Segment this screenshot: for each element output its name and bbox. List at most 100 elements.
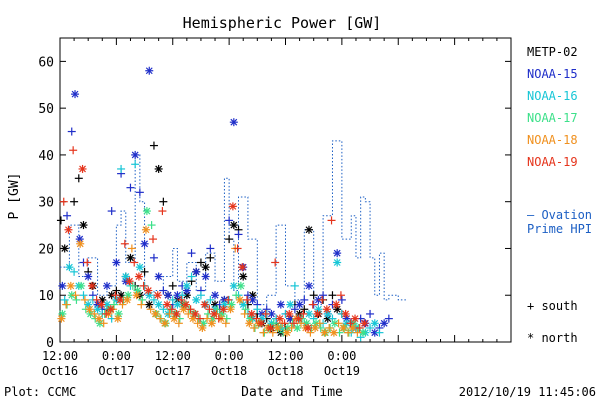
point-noaa-15-36 (225, 216, 234, 225)
point-noaa-19-45 (275, 314, 284, 323)
point-metp-02-57 (328, 291, 337, 300)
point-noaa-19-6 (92, 295, 101, 304)
point-noaa-19-22 (167, 305, 176, 314)
point-noaa-17-18 (142, 207, 151, 216)
point-noaa-19-49 (294, 314, 303, 323)
point-noaa-19-38 (242, 295, 251, 304)
point-noaa-16-67 (375, 328, 384, 337)
point-noaa-19-24 (177, 295, 186, 304)
point-noaa-18-46 (273, 323, 282, 332)
point-noaa-16-36 (229, 281, 238, 290)
point-noaa-16-41 (253, 305, 262, 314)
point-noaa-16-65 (366, 323, 375, 332)
point-noaa-18-17 (137, 300, 146, 309)
footer-right: 2012/10/19 11:45:06 (459, 385, 596, 399)
point-noaa-19-58 (336, 291, 345, 300)
point-noaa-19-13 (125, 277, 134, 286)
point-metp-02-0 (56, 216, 65, 225)
point-noaa-17-11 (110, 300, 119, 309)
point-noaa-19-29 (200, 300, 209, 309)
ovation-step-path (60, 140, 408, 306)
point-noaa-15-53 (304, 281, 313, 290)
point-noaa-18-41 (250, 323, 259, 332)
point-metp-02-14 (126, 253, 135, 262)
point-noaa-18-57 (325, 323, 334, 332)
point-noaa-19-14 (130, 258, 139, 267)
legend-item-noaa-19: NOAA-19 (527, 155, 578, 169)
point-noaa-18-19 (146, 305, 155, 314)
point-noaa-18-4 (76, 239, 85, 248)
point-noaa-19-42 (261, 309, 270, 318)
point-noaa-18-27 (184, 309, 193, 318)
point-noaa-18-12 (113, 314, 122, 323)
point-noaa-15-23 (164, 291, 173, 300)
x-tick-label-time-4: 12:00 (267, 349, 303, 363)
point-noaa-16-21 (159, 305, 168, 314)
point-noaa-19-9 (106, 305, 115, 314)
point-metp-02-31 (206, 253, 215, 262)
x-tick-label-time-0: 12:00 (42, 349, 78, 363)
point-noaa-18-56 (320, 328, 329, 337)
point-noaa-16-48 (286, 300, 295, 309)
point-noaa-15-69 (380, 319, 389, 328)
point-noaa-16-31 (206, 295, 215, 304)
point-noaa-15-45 (267, 309, 276, 318)
point-noaa-16-38 (239, 300, 248, 309)
point-noaa-16-12 (117, 164, 126, 173)
point-noaa-19-17 (144, 286, 153, 295)
point-noaa-15-66 (366, 309, 375, 318)
point-noaa-19-62 (355, 323, 364, 332)
point-noaa-18-22 (160, 319, 169, 328)
point-metp-02-3 (74, 174, 83, 183)
point-noaa-18-39 (240, 309, 249, 318)
point-noaa-18-61 (343, 328, 352, 337)
point-noaa-18-14 (123, 295, 132, 304)
point-noaa-18-31 (203, 314, 212, 323)
point-noaa-16-27 (187, 272, 196, 281)
data-points (56, 66, 393, 342)
x-tick-label-date-0: Oct16 (42, 364, 78, 378)
point-noaa-19-56 (327, 216, 336, 225)
point-noaa-18-54 (311, 323, 320, 332)
x-tick-label-date-2: Oct17 (155, 364, 191, 378)
point-noaa-17-4 (77, 281, 86, 290)
point-noaa-16-25 (178, 291, 187, 300)
point-noaa-15-16 (131, 150, 140, 159)
point-noaa-18-32 (207, 319, 216, 328)
point-noaa-18-35 (221, 319, 230, 328)
point-noaa-18-55 (315, 319, 324, 328)
point-noaa-18-25 (174, 319, 183, 328)
point-noaa-15-40 (243, 291, 252, 300)
point-noaa-19-26 (186, 305, 195, 314)
legend-item-noaa-18: NOAA-18 (527, 133, 578, 147)
point-noaa-15-56 (319, 291, 328, 300)
point-noaa-18-40 (245, 319, 254, 328)
x-tick-label-date-3: Oct18 (211, 364, 247, 378)
legend-item-noaa-16: NOAA-16 (527, 89, 578, 103)
point-noaa-18-20 (151, 309, 160, 318)
point-noaa-15-60 (337, 295, 346, 304)
point-noaa-19-27 (191, 309, 200, 318)
point-noaa-19-57 (332, 300, 341, 309)
point-noaa-15-31 (201, 272, 210, 281)
point-noaa-18-2 (66, 281, 75, 290)
point-metp-02-53 (309, 291, 318, 300)
point-noaa-19-0 (59, 197, 68, 206)
point-noaa-18-9 (99, 319, 108, 328)
point-noaa-18-3 (71, 291, 80, 300)
point-noaa-19-7 (97, 300, 106, 309)
point-metp-02-19 (149, 141, 158, 150)
point-noaa-18-16 (132, 291, 141, 300)
point-noaa-15-15 (126, 183, 135, 192)
x-axis: 12:00Oct160:00Oct1712:00Oct170:00Oct1812… (42, 38, 512, 378)
point-noaa-15-18 (140, 239, 149, 248)
point-noaa-16-49 (290, 281, 299, 290)
point-noaa-16-20 (154, 300, 163, 309)
x-tick-label-date-4: Oct18 (267, 364, 303, 378)
point-noaa-16-66 (370, 319, 379, 328)
point-noaa-18-18 (141, 225, 150, 234)
legend-north-marker: * north (527, 331, 578, 345)
point-noaa-18-1 (62, 300, 71, 309)
point-noaa-19-23 (172, 309, 181, 318)
point-noaa-17-45 (269, 319, 278, 328)
